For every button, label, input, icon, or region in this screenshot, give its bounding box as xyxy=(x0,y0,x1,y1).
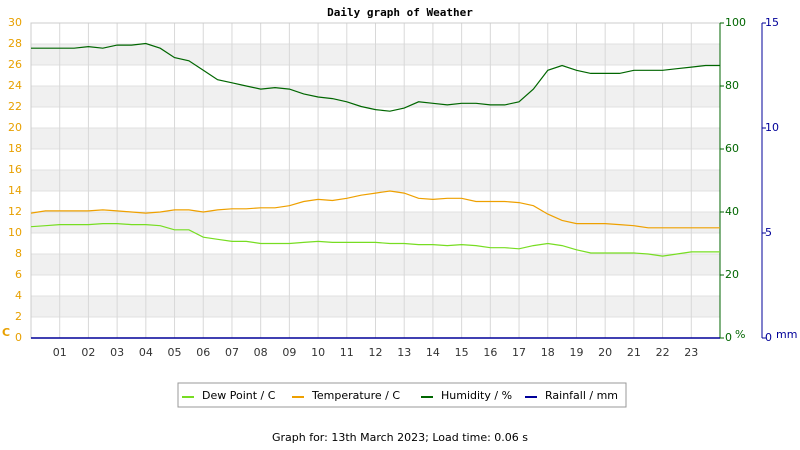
x-tick-label: 03 xyxy=(110,346,124,359)
y2-tick-label: 0 xyxy=(725,331,732,344)
legend-label: Dew Point / C xyxy=(202,389,276,402)
x-tick-label: 22 xyxy=(656,346,670,359)
x-tick-label: 16 xyxy=(483,346,497,359)
x-tick-label: 10 xyxy=(311,346,325,359)
x-tick-label: 09 xyxy=(282,346,296,359)
x-tick-label: 13 xyxy=(397,346,411,359)
x-tick-label: 18 xyxy=(541,346,555,359)
series-line xyxy=(30,223,720,257)
y-tick-label: 8 xyxy=(15,247,22,260)
y2-axis-unit: % xyxy=(735,328,745,341)
y-tick-label: 28 xyxy=(8,37,22,50)
x-tick-label: 02 xyxy=(81,346,95,359)
y-tick-label: 26 xyxy=(8,58,22,71)
x-tick-label: 12 xyxy=(369,346,383,359)
y3-tick-label: 10 xyxy=(765,121,779,134)
footer: Graph for: 13th March 2023; Load time: 0… xyxy=(272,431,528,444)
series-line xyxy=(31,42,720,112)
x-tick-label: 23 xyxy=(684,346,698,359)
y-tick-label: 24 xyxy=(8,79,22,92)
y-tick-label: 2 xyxy=(15,310,22,323)
y2-tick-label: 100 xyxy=(725,16,746,29)
x-tick-label: 17 xyxy=(512,346,526,359)
x-tick-label: 08 xyxy=(254,346,268,359)
y-tick-label: 4 xyxy=(15,289,22,302)
x-tick-label: 06 xyxy=(196,346,210,359)
y-tick-label: 0 xyxy=(15,331,22,344)
y2-tick-label: 60 xyxy=(725,142,739,155)
y-tick-label: 10 xyxy=(8,226,22,239)
x-tick-label: 20 xyxy=(598,346,612,359)
x-tick-label: 01 xyxy=(53,346,67,359)
y-tick-label: 18 xyxy=(8,142,22,155)
x-tick-label: 19 xyxy=(569,346,583,359)
y3-tick-label: 15 xyxy=(765,16,779,29)
y-tick-label: 12 xyxy=(8,205,22,218)
legend-label: Rainfall / mm xyxy=(545,389,618,402)
x-tick-label: 15 xyxy=(455,346,469,359)
y3-axis-unit: mm xyxy=(776,328,797,341)
y-tick-label: 22 xyxy=(8,100,22,113)
y3-tick-label: 5 xyxy=(765,226,772,239)
y2-tick-label: 20 xyxy=(725,268,739,281)
x-tick-label: 05 xyxy=(168,346,182,359)
x-tick-label: 14 xyxy=(426,346,440,359)
x-tick-label: 11 xyxy=(340,346,354,359)
y-axis-unit: C xyxy=(2,326,10,339)
y-tick-label: 16 xyxy=(8,163,22,176)
legend-box xyxy=(177,382,627,408)
y-tick-label: 20 xyxy=(8,121,22,134)
y3-tick-label: 0 xyxy=(765,331,772,344)
y2-tick-label: 80 xyxy=(725,79,739,92)
legend-label: Humidity / % xyxy=(441,389,512,402)
chart-title: Daily graph of Weather xyxy=(327,6,473,19)
y-tick-label: 6 xyxy=(15,268,22,281)
x-tick-label: 04 xyxy=(139,346,153,359)
x-tick-label: 07 xyxy=(225,346,239,359)
x-tick-label: 21 xyxy=(627,346,641,359)
y-tick-label: 14 xyxy=(8,184,22,197)
y-tick-label: 30 xyxy=(8,16,22,29)
series-line xyxy=(30,190,720,229)
y2-tick-label: 40 xyxy=(725,205,739,218)
legend-label: Temperature / C xyxy=(311,389,400,402)
